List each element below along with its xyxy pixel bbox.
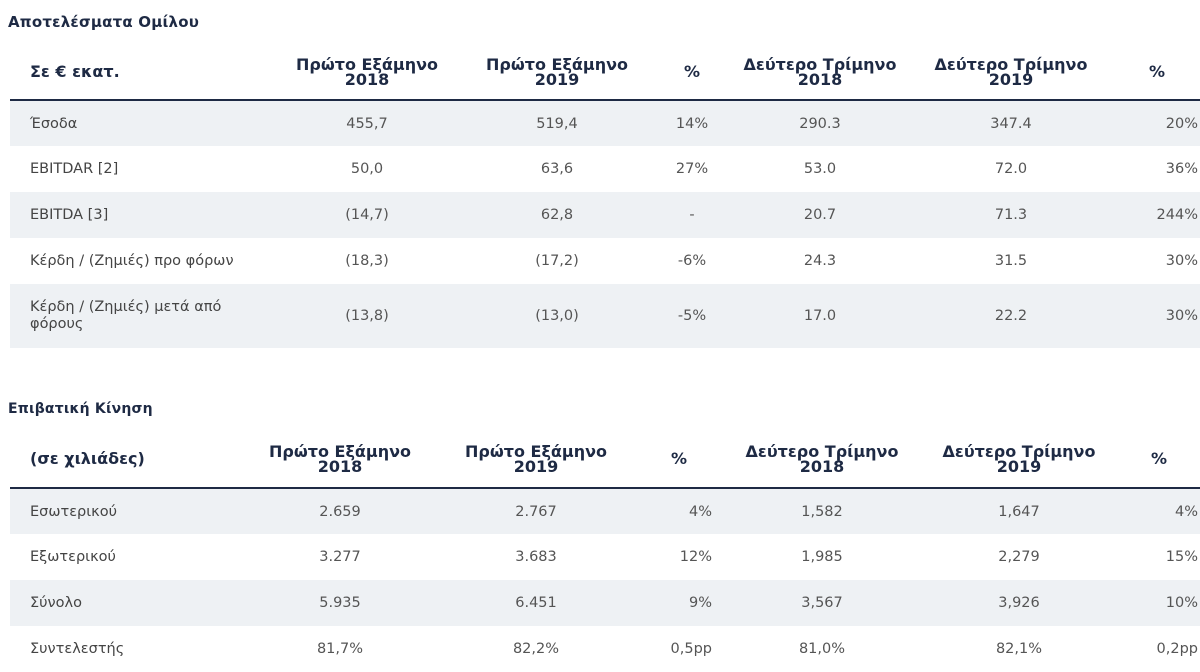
- cell-value: 1,582: [801, 503, 843, 520]
- cell-value: 62,8: [540, 207, 574, 223]
- cell-value: 36%: [1165, 161, 1198, 177]
- cell-value: 10%: [1165, 595, 1198, 611]
- row-label: Κέρδη / (Ζημιές) προ φόρων: [30, 253, 234, 269]
- cell-value: (13,0): [535, 308, 579, 324]
- row-label: Σύνολο: [30, 595, 82, 611]
- cell-value: 27%: [675, 161, 709, 177]
- cell-value: 63,6: [540, 161, 574, 177]
- header-h1-2018: Πρώτο Εξάμηνο 2018: [296, 54, 438, 89]
- table-row: EBITDA [3] (14,7) 62,8 - 20.7 71.3 244%: [10, 192, 1200, 238]
- cell-value: 71.3: [994, 207, 1028, 223]
- header-q2-2019: Δεύτερο Τρίμηνο 2019: [934, 54, 1088, 89]
- cell-value: 31.5: [994, 253, 1028, 269]
- row-label: EBITDAR [2]: [30, 161, 119, 177]
- row-label: Έσοδα: [30, 115, 78, 132]
- cell-value: 2,279: [998, 549, 1040, 565]
- cell-value: 290.3: [799, 115, 841, 132]
- table-row: Έσοδα 455,7 519,4 14% 290.3 347.4 20%: [10, 100, 1200, 146]
- cell-value: 72.0: [994, 161, 1028, 177]
- cell-value: 1,647: [998, 503, 1040, 520]
- row-label: Κέρδη / (Ζημιές) μετά από φόρους: [30, 299, 222, 332]
- header-q2-2018: Δεύτερο Τρίμηνο 2018: [743, 54, 897, 89]
- cell-value: 4%: [688, 503, 712, 520]
- group-results-title: Αποτελέσματα Ομίλου: [8, 13, 200, 31]
- cell-value: 9%: [688, 595, 712, 611]
- cell-value: 12%: [679, 549, 712, 565]
- header-unit-label: Σε € εκατ.: [30, 62, 120, 81]
- cell-value: 347.4: [990, 115, 1032, 132]
- cell-value: 3.683: [515, 549, 557, 565]
- cell-value: 24.3: [803, 253, 837, 269]
- cell-value: (17,2): [535, 253, 579, 269]
- cell-value: 15%: [1165, 549, 1198, 565]
- passenger-traffic-table: (σε χιλιάδες) Πρώτο Εξάμηνο 2018 Πρώτο Εξ…: [10, 430, 1200, 672]
- cell-value: (13,8): [345, 308, 389, 324]
- cell-value: 3,567: [801, 595, 843, 611]
- cell-value: (14,7): [345, 207, 389, 223]
- group-results-table: Σε € εκατ. Πρώτο Εξάμηνο 2018 Πρώτο Εξάμη…: [10, 44, 1200, 348]
- cell-value: 20.7: [803, 207, 837, 223]
- cell-value: 0,5pp: [670, 641, 712, 657]
- cell-value: 519,4: [536, 115, 578, 132]
- cell-value: 30%: [1165, 308, 1198, 324]
- cell-value: 6.451: [515, 595, 557, 611]
- cell-value: 30%: [1165, 253, 1198, 269]
- row-label: Εξωτερικού: [30, 549, 116, 565]
- passenger-traffic-title: Επιβατική Κίνηση: [8, 401, 153, 417]
- table-row: Συντελεστής 81,7% 82,2% 0,5pp 81,0% 82,1…: [10, 626, 1200, 672]
- table-row: Κέρδη / (Ζημιές) μετά από φόρους (13,8) (…: [10, 284, 1200, 348]
- cell-value: 81,7%: [316, 641, 364, 657]
- table-row: Σύνολο 5.935 6.451 9% 3,567 3,926 10%: [10, 580, 1200, 626]
- cell-value: (18,3): [345, 253, 389, 269]
- table-header-row: (σε χιλιάδες) Πρώτο Εξάμηνο 2018 Πρώτο Εξ…: [10, 430, 1200, 488]
- cell-value: 20%: [1165, 115, 1198, 132]
- cell-value: 17.0: [803, 308, 837, 324]
- cell-value: -: [689, 207, 695, 223]
- row-label: Συντελεστής: [30, 641, 125, 657]
- cell-value: 2.767: [515, 503, 557, 520]
- table-row: Εσωτερικού 2.659 2.767 4% 1,582 1,647 4%: [10, 488, 1200, 534]
- cell-value: 82,2%: [512, 641, 560, 657]
- table-row: EBITDAR [2] 50,0 63,6 27% 53.0 72.0 36%: [10, 146, 1200, 192]
- cell-value: 1,985: [801, 549, 843, 565]
- cell-value: 3.277: [319, 549, 361, 565]
- cell-value: -6%: [677, 253, 707, 269]
- header-unit-label: (σε χιλιάδες): [30, 449, 145, 468]
- row-label: EBITDA [3]: [30, 207, 109, 223]
- cell-value: 0,2pp: [1156, 641, 1198, 657]
- header-h1-pct: %: [670, 449, 688, 468]
- header-h1-2019: Πρώτο Εξάμηνο 2019: [465, 441, 607, 476]
- cell-value: 455,7: [346, 115, 388, 132]
- table-row: Κέρδη / (Ζημιές) προ φόρων (18,3) (17,2)…: [10, 238, 1200, 284]
- cell-value: 244%: [1156, 207, 1198, 223]
- cell-value: 3,926: [998, 595, 1040, 611]
- row-label: Εσωτερικού: [30, 503, 117, 520]
- cell-value: 82,1%: [995, 641, 1043, 657]
- table-header-row: Σε € εκατ. Πρώτο Εξάμηνο 2018 Πρώτο Εξάμη…: [10, 44, 1200, 100]
- header-q2-pct: %: [1148, 62, 1166, 81]
- header-h1-2018: Πρώτο Εξάμηνο 2018: [269, 441, 411, 476]
- header-q2-2018: Δεύτερο Τρίμηνο 2018: [745, 441, 899, 476]
- header-h1-pct: %: [683, 62, 701, 81]
- cell-value: -5%: [677, 308, 707, 324]
- cell-value: 22.2: [994, 308, 1028, 324]
- cell-value: 4%: [1174, 503, 1198, 520]
- cell-value: 14%: [675, 115, 709, 132]
- cell-value: 81,0%: [798, 641, 846, 657]
- header-q2-2019: Δεύτερο Τρίμηνο 2019: [942, 441, 1096, 476]
- cell-value: 2.659: [319, 503, 361, 520]
- cell-value: 50,0: [350, 161, 384, 177]
- cell-value: 5.935: [319, 595, 361, 611]
- header-q2-pct: %: [1150, 449, 1168, 468]
- table-row: Εξωτερικού 3.277 3.683 12% 1,985 2,279 1…: [10, 534, 1200, 580]
- header-h1-2019: Πρώτο Εξάμηνο 2019: [486, 54, 628, 89]
- cell-value: 53.0: [803, 161, 837, 177]
